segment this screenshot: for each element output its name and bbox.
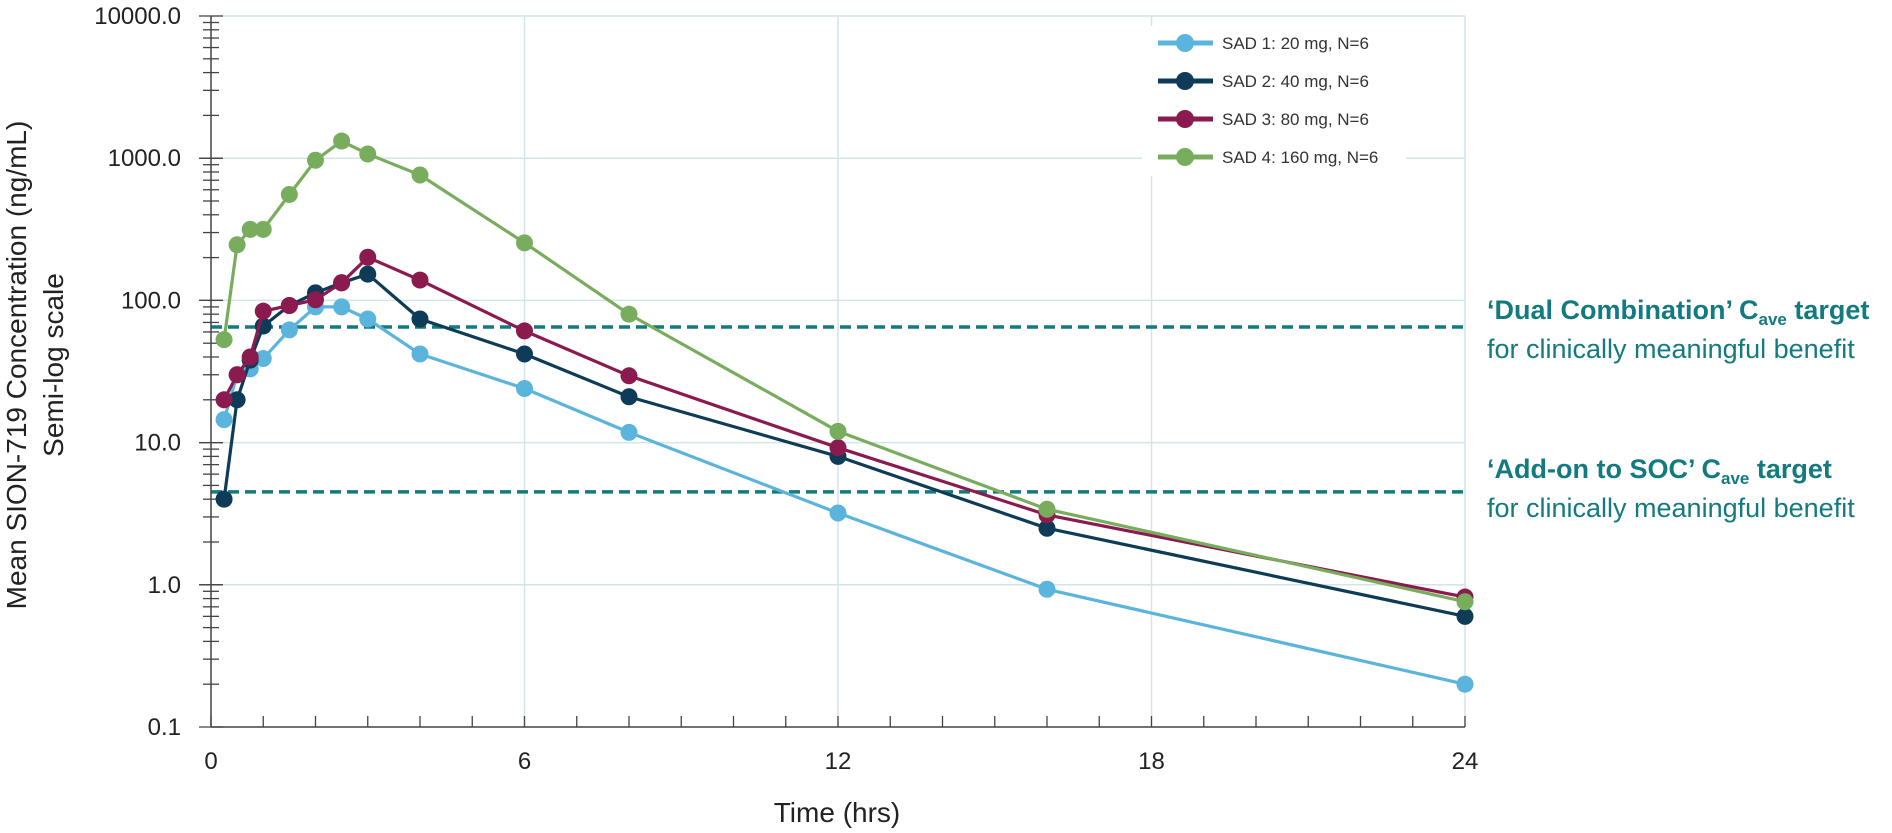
data-point <box>516 345 533 363</box>
x-tick-label: 12 <box>825 748 852 775</box>
legend: SAD 1: 20 mg, N=6 SAD 2: 40 mg, N=6 SAD 3:… <box>1142 26 1406 176</box>
series-line <box>222 305 1466 686</box>
data-point <box>1456 607 1474 625</box>
data-point <box>215 391 233 409</box>
data-point <box>254 220 272 238</box>
y-tick-label: 10000.0 <box>94 3 181 30</box>
x-tick-label: 0 <box>204 748 217 775</box>
y-tick-label: 1000.0 <box>108 145 181 172</box>
target-label-line2: for clinically meaningful benefit <box>1487 493 1855 523</box>
data-point <box>280 297 298 315</box>
y-tick-label: 0.1 <box>148 714 181 741</box>
data-point <box>333 132 351 150</box>
data-point <box>215 490 233 508</box>
data-point <box>333 274 351 292</box>
data-point <box>829 439 847 457</box>
data-point <box>1456 675 1474 693</box>
data-point <box>359 310 377 328</box>
y-tick-label: 100.0 <box>121 287 181 314</box>
target-label: ‘Dual Combination’ Cave target <box>1487 295 1869 329</box>
x-tick-label: 6 <box>518 748 531 775</box>
data-point <box>307 151 324 169</box>
data-point <box>215 411 233 429</box>
x-tick-label: 24 <box>1452 748 1479 775</box>
y-tick-label: 10.0 <box>134 430 181 457</box>
legend-label: SAD 3: 80 mg, N=6 <box>1222 110 1369 129</box>
data-point <box>241 348 259 366</box>
data-point <box>215 331 233 349</box>
data-point <box>280 185 298 203</box>
data-point <box>516 234 533 252</box>
data-point <box>254 302 272 320</box>
data-point <box>1038 580 1056 598</box>
data-point <box>359 145 377 163</box>
axes: 0 6 12 18 24 0.1 1.0 10.0 100.0 1000.0 10000.0 <box>94 3 1478 775</box>
data-point <box>516 380 533 398</box>
legend-swatch-marker <box>1176 72 1194 90</box>
data-point <box>411 271 429 289</box>
legend-label: SAD 4: 160 mg, N=6 <box>1222 148 1378 167</box>
legend-swatch-marker <box>1176 148 1194 166</box>
data-point <box>359 265 377 283</box>
legend-swatch-marker <box>1176 34 1194 52</box>
y-tick-label: 1.0 <box>148 572 181 599</box>
data-point <box>620 388 638 406</box>
data-point <box>411 310 429 328</box>
data-point <box>228 391 246 409</box>
data-point <box>411 166 429 184</box>
data-point <box>254 350 272 368</box>
data-point <box>411 345 429 363</box>
legend-label: SAD 1: 20 mg, N=6 <box>1222 34 1369 53</box>
data-point <box>241 220 259 238</box>
data-point <box>829 504 847 522</box>
data-point <box>620 305 638 323</box>
target-label: ‘Add-on to SOC’ Cave target <box>1487 454 1832 488</box>
data-point <box>620 423 638 441</box>
data-point <box>1038 519 1056 537</box>
data-point <box>620 367 638 385</box>
target-lines: ‘Dual Combination’ Cave target for clinic… <box>211 295 1869 523</box>
y-axis-title: Mean SION-719 Concentration (ng/mL) <box>1 121 32 610</box>
series-layer <box>215 132 1474 693</box>
data-point <box>829 422 847 440</box>
x-tick-label: 18 <box>1138 748 1165 775</box>
data-point <box>359 248 377 266</box>
series-line <box>222 139 1466 604</box>
data-point <box>228 236 246 254</box>
legend-label: SAD 2: 40 mg, N=6 <box>1222 72 1369 91</box>
data-point <box>333 298 351 316</box>
target-label-line2: for clinically meaningful benefit <box>1487 334 1855 364</box>
x-axis-title: Time (hrs) <box>774 797 901 828</box>
y-axis-subtitle: Semi-log scale <box>38 273 69 457</box>
data-point <box>307 291 324 309</box>
data-point <box>1456 593 1474 611</box>
data-point <box>228 366 246 384</box>
legend-swatch-marker <box>1176 110 1194 128</box>
data-point <box>516 322 533 340</box>
data-point <box>280 321 298 339</box>
data-point <box>1038 500 1056 518</box>
